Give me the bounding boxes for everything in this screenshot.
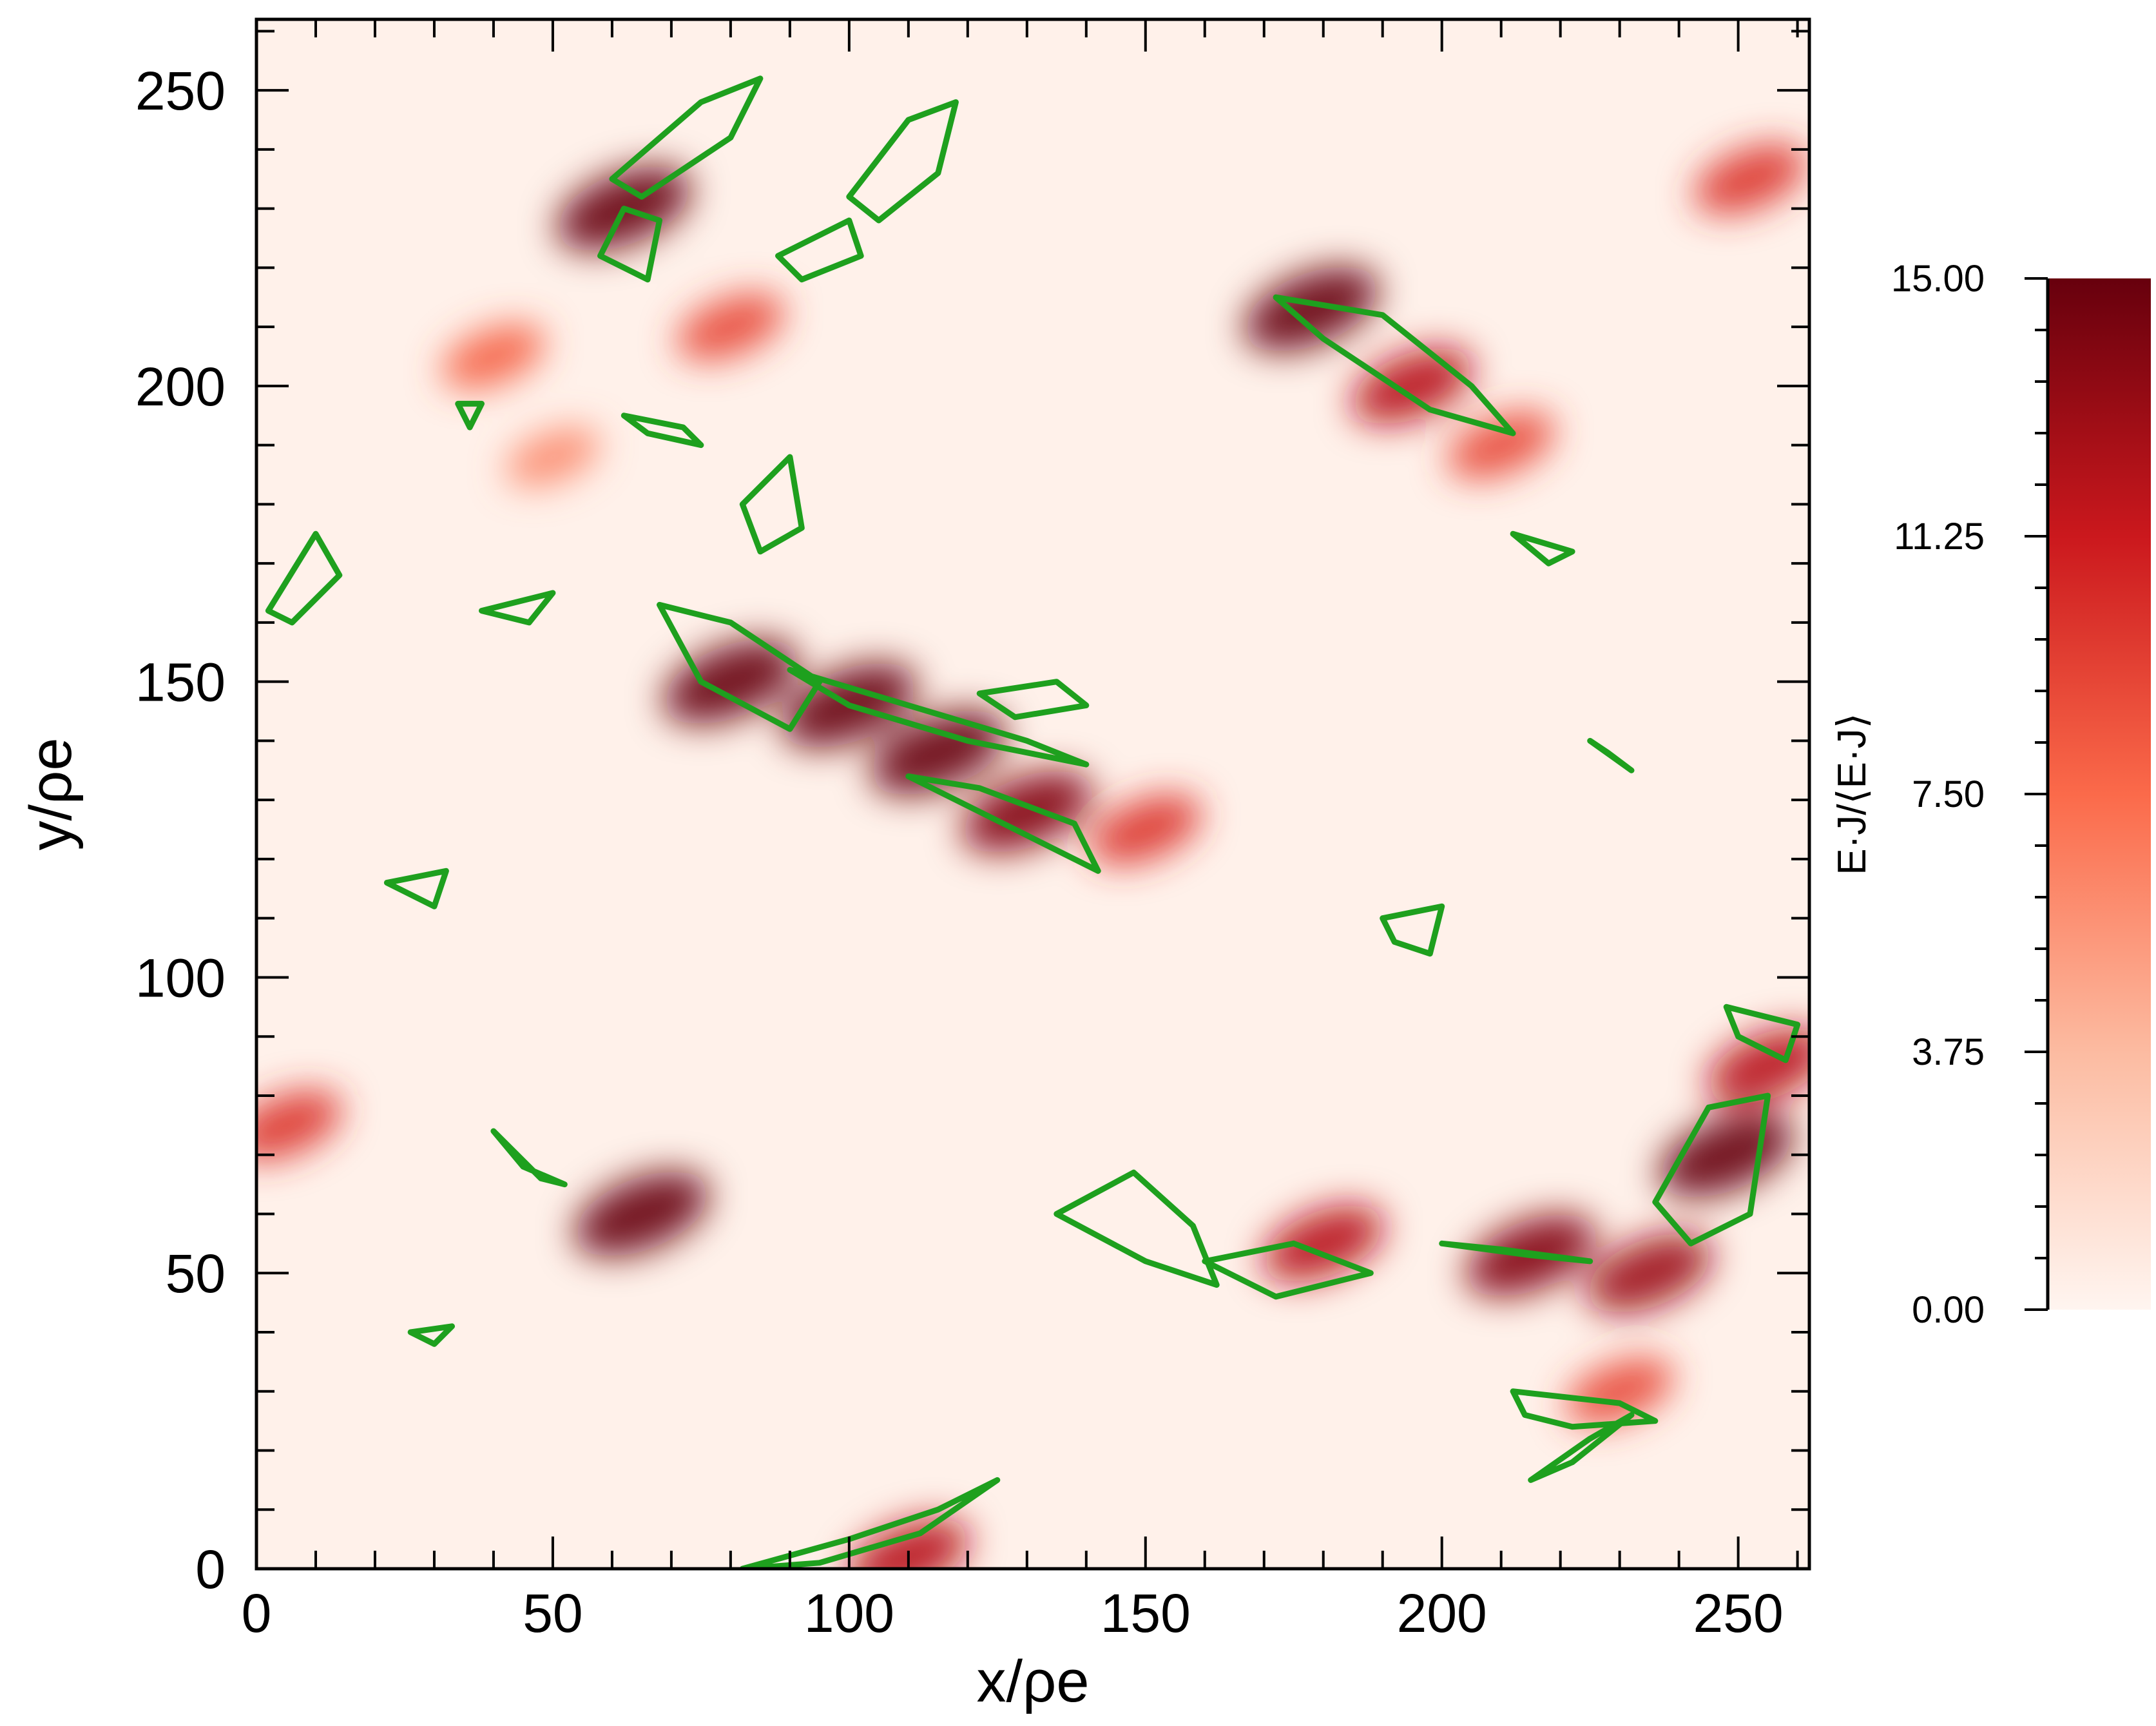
x-tick-marks: [255, 19, 1799, 1569]
contour-line: [775, 217, 864, 283]
contour-line: [905, 773, 1101, 874]
contour-line: [1510, 530, 1575, 567]
contour-layer: [265, 75, 1801, 1569]
hotspot-layer: [256, 143, 1809, 1569]
x-tick-label: 150: [1101, 1583, 1191, 1644]
colorbar-tick-label: 15.00: [1891, 258, 1985, 300]
colorbar-tick-label: 3.75: [1912, 1031, 1985, 1073]
contour-line: [846, 99, 959, 224]
y-tick-labels: 0 50 100 150 200 250: [135, 61, 226, 1600]
y-tick-label: 200: [135, 356, 226, 417]
colorbar-tick-labels: 0.00 3.75 7.50 11.25 15.00: [1891, 258, 1985, 1331]
heatmap-hotspot: [1089, 794, 1202, 865]
heatmap-hotspot: [871, 710, 1006, 795]
y-tick-label: 0: [195, 1539, 226, 1600]
contour-line: [1439, 1240, 1593, 1265]
contour-line: [265, 530, 343, 626]
heatmap-hotspot: [1586, 1233, 1713, 1313]
contour-line: [739, 454, 805, 555]
y-tick-label: 100: [135, 947, 226, 1008]
contour-line: [1273, 294, 1516, 436]
colorbar-tick-label: 0.00: [1912, 1289, 1985, 1331]
heatmap-hotspot: [1707, 1027, 1809, 1105]
x-tick-label: 0: [242, 1583, 272, 1644]
contour-line: [1652, 1092, 1771, 1246]
y-tick-label: 50: [166, 1243, 226, 1304]
contour-line: [976, 679, 1090, 721]
contour-line: [1723, 1004, 1801, 1063]
heatmap-hotspot: [1694, 143, 1807, 215]
x-tick-label: 100: [804, 1583, 894, 1644]
x-tick-label: 200: [1397, 1583, 1487, 1644]
colorbar-gradient: [2048, 278, 2151, 1310]
contour-line: [621, 412, 704, 449]
contour-line: [1202, 1240, 1374, 1300]
heatmap-hotspot: [1351, 347, 1473, 425]
colorbar-minor-ticks: [2025, 277, 2048, 1311]
heatmap-hotspot: [1447, 411, 1555, 480]
y-axis-title: y/ρe: [18, 737, 84, 850]
contour-line: [787, 666, 1090, 768]
contour-line: [657, 601, 823, 732]
x-tick-label: 250: [1693, 1583, 1784, 1644]
heatmap: [256, 19, 1809, 1569]
y-tick-marks: [256, 30, 1809, 1570]
y-tick-label: 150: [135, 652, 226, 713]
colorbar: 0.00 3.75 7.50 11.25 15.00 E·J/⟨E·J⟩: [1830, 258, 2151, 1331]
heatmap-hotspot: [441, 324, 545, 389]
contour-line: [407, 1323, 455, 1347]
contour-line: [597, 206, 662, 283]
heatmap-hotspot: [663, 639, 798, 724]
heatmap-hotspot: [1566, 1357, 1674, 1426]
contour-line: [1587, 737, 1635, 773]
x-axis-title: x/ρe: [976, 1649, 1089, 1714]
heatmap-hotspot: [505, 427, 601, 487]
contour-line: [609, 75, 764, 200]
contour-line: [1528, 1411, 1635, 1483]
contour-line: [479, 590, 556, 626]
y-tick-label: 250: [135, 61, 226, 121]
contour-line: [490, 1128, 568, 1188]
heatmap-hotspot: [1262, 1205, 1384, 1282]
colorbar-title: E·J/⟨E·J⟩: [1830, 713, 1874, 875]
heatmap-hotspot: [574, 1171, 709, 1257]
contour-line: [455, 400, 485, 431]
plot-frame: [255, 17, 1811, 1571]
x-tick-labels: 0 50 100 150 200 250: [242, 1583, 1784, 1644]
contour-line: [1380, 903, 1445, 957]
colorbar-tick-label: 11.25: [1894, 516, 1985, 558]
heatmap-hotspot: [677, 293, 785, 361]
colorbar-tick-label: 7.50: [1912, 773, 1985, 815]
contour-line: [1054, 1169, 1220, 1288]
x-tick-label: 50: [523, 1583, 582, 1644]
heatmap-hotspot: [1244, 266, 1379, 352]
contour-line: [383, 868, 449, 909]
